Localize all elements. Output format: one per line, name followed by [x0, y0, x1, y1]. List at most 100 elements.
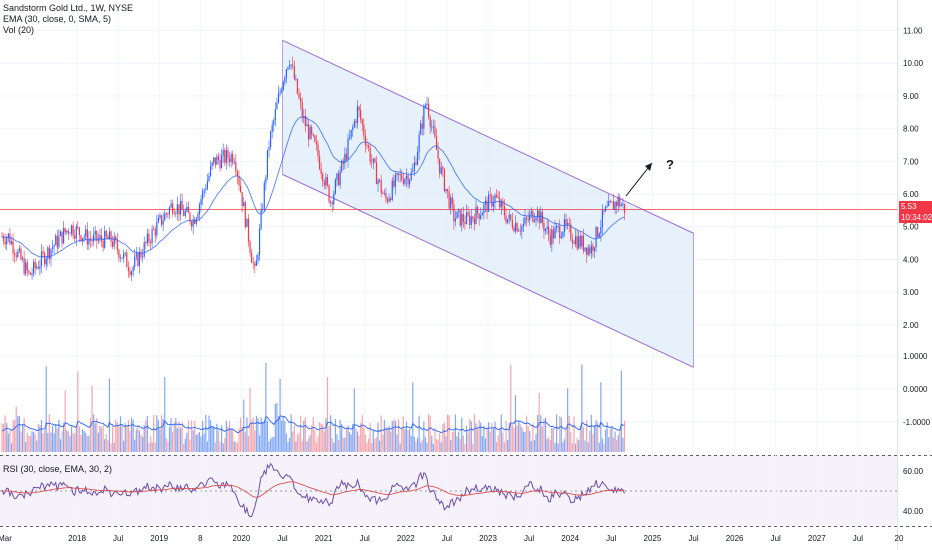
volume-bar — [437, 440, 439, 452]
candle-body — [571, 239, 573, 243]
candle-body — [307, 124, 310, 140]
candle-body — [238, 176, 240, 186]
volume-bar — [375, 437, 378, 452]
candle-body — [124, 252, 126, 254]
candle-body — [178, 204, 180, 215]
volume-bar — [416, 437, 419, 452]
volume-bar — [4, 415, 6, 452]
time-axis-label: 2024 — [561, 534, 579, 543]
candle-body — [587, 247, 589, 255]
candle-body — [462, 213, 464, 222]
candle-body — [486, 200, 488, 212]
volume-bar — [135, 429, 137, 452]
candle-body — [546, 226, 548, 229]
candle-body — [116, 240, 118, 250]
candle-body — [222, 149, 224, 156]
candle-body — [244, 202, 246, 227]
volume-bar — [293, 425, 295, 452]
candle-body — [475, 206, 477, 224]
volume-bar — [393, 419, 395, 452]
volume-bar — [604, 429, 607, 452]
volume-bar — [590, 414, 592, 452]
candle-body — [208, 175, 210, 181]
candle-body — [326, 177, 329, 186]
volume-bar — [154, 442, 156, 452]
volume-bar — [342, 437, 344, 452]
volume-bar — [484, 438, 487, 452]
candle-body — [404, 178, 406, 184]
candle-body — [382, 192, 384, 194]
volume-bar — [386, 427, 389, 452]
volume-bar — [268, 441, 270, 452]
candle-body — [217, 156, 220, 160]
volume-bar — [560, 417, 562, 452]
candle-body — [159, 215, 161, 219]
volume-bar — [9, 430, 11, 452]
candle-body — [279, 91, 281, 94]
candle-body — [252, 262, 254, 264]
vol-legend[interactable]: Vol (20) — [3, 25, 35, 35]
candle-body — [176, 204, 178, 214]
candle-body — [616, 202, 618, 207]
price-tick-label: 7.00 — [903, 157, 919, 166]
candle-body — [318, 156, 321, 169]
candle-body — [123, 253, 125, 259]
candle-body — [186, 206, 188, 212]
volume-bar — [153, 414, 155, 452]
volume-bar — [537, 414, 539, 452]
volume-bar — [78, 426, 81, 452]
candle-body — [235, 162, 237, 172]
candle-body — [6, 238, 8, 245]
candle-body — [288, 64, 291, 68]
candle-body — [64, 228, 66, 233]
candle-body — [157, 218, 160, 223]
volume-bar — [396, 434, 398, 452]
candle-body — [243, 202, 245, 207]
volume-bar — [623, 420, 626, 452]
volume-bar — [454, 414, 457, 452]
volume-bar — [15, 406, 17, 452]
volume-bar — [273, 436, 275, 452]
volume-bar — [25, 442, 27, 452]
volume-bar — [521, 427, 523, 452]
candle-body — [61, 231, 63, 244]
volume-bar — [440, 442, 442, 452]
volume-bar — [533, 439, 536, 452]
candle-body — [320, 168, 322, 174]
volume-bar — [315, 442, 318, 452]
candle-body — [562, 232, 564, 237]
volume-bar — [483, 425, 485, 452]
volume-bar — [123, 440, 125, 452]
time-axis-label: 2022 — [397, 534, 415, 543]
candle-body — [429, 116, 431, 128]
candle-body — [543, 222, 545, 232]
ema-legend[interactable]: EMA (30, close, 0, SMA, 5) — [3, 14, 112, 24]
symbol-title[interactable]: Sandstorm Gold Ltd., 1W, NYSE — [3, 3, 134, 13]
volume-bar — [456, 436, 458, 452]
rsi-legend[interactable]: RSI (30, close, EMA, 30, 2) — [3, 464, 113, 474]
volume-bar — [394, 420, 397, 452]
volume-bar — [239, 417, 242, 452]
candle-body — [236, 171, 239, 177]
candle-body — [99, 235, 101, 239]
candle-body — [277, 93, 280, 103]
volume-bar — [33, 431, 35, 452]
candle-body — [559, 226, 561, 238]
volume-bar — [530, 441, 532, 452]
candle-body — [172, 203, 174, 214]
volume-bar — [529, 430, 531, 452]
candle-body — [108, 231, 111, 240]
candle-body — [26, 262, 28, 271]
candle-body — [301, 102, 303, 118]
candle-body — [481, 212, 483, 216]
candle-body — [344, 153, 346, 164]
candle-body — [257, 255, 259, 261]
candle-body — [100, 235, 103, 241]
volume-bar — [257, 417, 259, 452]
volume-bar — [2, 423, 5, 452]
candle-body — [478, 213, 480, 219]
volume-bar — [333, 442, 335, 452]
candle-body — [254, 263, 256, 266]
